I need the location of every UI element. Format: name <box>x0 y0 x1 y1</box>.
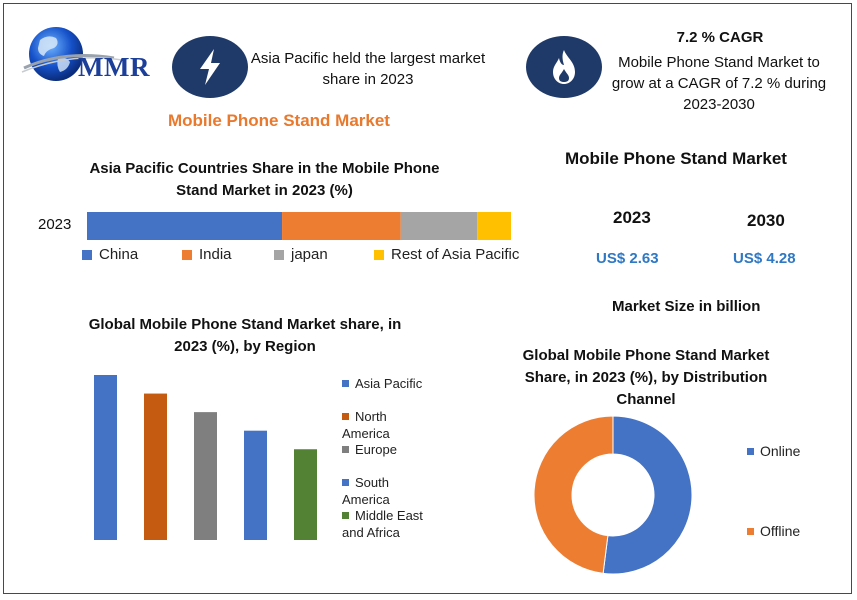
region-chart-title: Global Mobile Phone Stand Market share, … <box>88 316 402 355</box>
legend-asia-pacific: Asia Pacific <box>342 375 432 392</box>
region-bar-north-america <box>144 393 167 540</box>
region-bar-middle-east-and-africa <box>294 449 317 540</box>
donut-slice-online <box>602 415 693 575</box>
value-2030: US$ 4.28 <box>733 250 796 267</box>
flame-icon <box>553 50 575 84</box>
market-size-title: Mobile Phone Stand Market <box>565 149 787 168</box>
legend-north-america: North America <box>342 408 412 442</box>
legend-europe: Europe <box>342 441 432 458</box>
legend-label-rest: Rest of Asia Pacific <box>391 246 520 263</box>
legend-label-japan: japan <box>291 246 328 263</box>
stacked-bar-india <box>282 212 401 240</box>
stacked-year-label: 2023 <box>38 216 72 233</box>
highlight-asia-pacific: Asia Pacific held the largest market sha… <box>250 50 486 88</box>
legend-swatch-south-america <box>342 479 349 486</box>
legend-china: China <box>82 246 138 263</box>
legend-india: India <box>182 246 232 263</box>
lightning-icon <box>200 49 220 85</box>
legend-swatch-rest <box>374 249 384 260</box>
legend-swatch-europe <box>342 446 349 453</box>
legend-swatch-japan <box>274 249 284 260</box>
legend-label-asia-pacific: Asia Pacific <box>355 376 423 391</box>
value-2023: US$ 2.63 <box>596 250 659 267</box>
region-bar-europe <box>194 412 217 540</box>
cagr-title: 7.2 % CAGR <box>676 29 764 46</box>
legend-label-mea: Middle East and Africa <box>342 508 423 540</box>
legend-online: Online <box>747 443 800 460</box>
stacked-bar-chart <box>87 212 511 240</box>
legend-japan: japan <box>274 246 328 263</box>
legend-swatch-offline <box>747 528 754 535</box>
legend-swatch-north-america <box>342 413 349 420</box>
market-title: Mobile Phone Stand Market <box>168 111 390 130</box>
infographic-frame <box>3 3 852 594</box>
legend-label-offline: Offline <box>760 523 801 539</box>
year-2030: 2030 <box>747 211 785 230</box>
legend-swatch-asia-pacific <box>342 380 349 387</box>
donut-chart-title: Global Mobile Phone Stand Market Share, … <box>522 347 770 408</box>
legend-swatch-mea <box>342 512 349 519</box>
lightning-badge <box>172 36 248 98</box>
legend-label-online: Online <box>760 443 801 459</box>
logo: MMR <box>18 24 163 88</box>
stacked-bar-rest-of-asia-pacific <box>477 212 511 240</box>
legend-mea: Middle East and Africa <box>342 507 432 541</box>
legend-swatch-online <box>747 448 754 455</box>
legend-south-america: South America <box>342 474 412 508</box>
year-2023: 2023 <box>613 208 651 227</box>
stacked-bar-china <box>87 212 283 240</box>
flame-badge <box>526 36 602 98</box>
distribution-donut-chart <box>533 415 693 575</box>
legend-label-south-america: South America <box>342 475 390 507</box>
legend-rest: Rest of Asia Pacific <box>374 246 519 263</box>
legend-swatch-china <box>82 249 92 260</box>
globe-icon <box>21 27 123 81</box>
cagr-text: Mobile Phone Stand Market to grow at a C… <box>611 54 827 113</box>
stacked-chart-title: Asia Pacific Countries Share in the Mobi… <box>89 160 440 199</box>
legend-swatch-india <box>182 249 192 260</box>
region-bar-chart <box>94 375 317 540</box>
region-bar-south-america <box>244 430 267 540</box>
logo-text: MMR <box>78 52 150 82</box>
legend-label-north-america: North America <box>342 409 390 441</box>
stacked-bar-japan <box>400 212 478 240</box>
legend-label-europe: Europe <box>355 442 397 457</box>
donut-slice-offline <box>533 415 614 574</box>
legend-offline: Offline <box>747 523 800 540</box>
market-size-caption: Market Size in billion <box>612 298 761 315</box>
region-bar-asia-pacific <box>94 375 117 540</box>
legend-label-china: China <box>99 246 139 263</box>
legend-label-india: India <box>199 246 232 263</box>
